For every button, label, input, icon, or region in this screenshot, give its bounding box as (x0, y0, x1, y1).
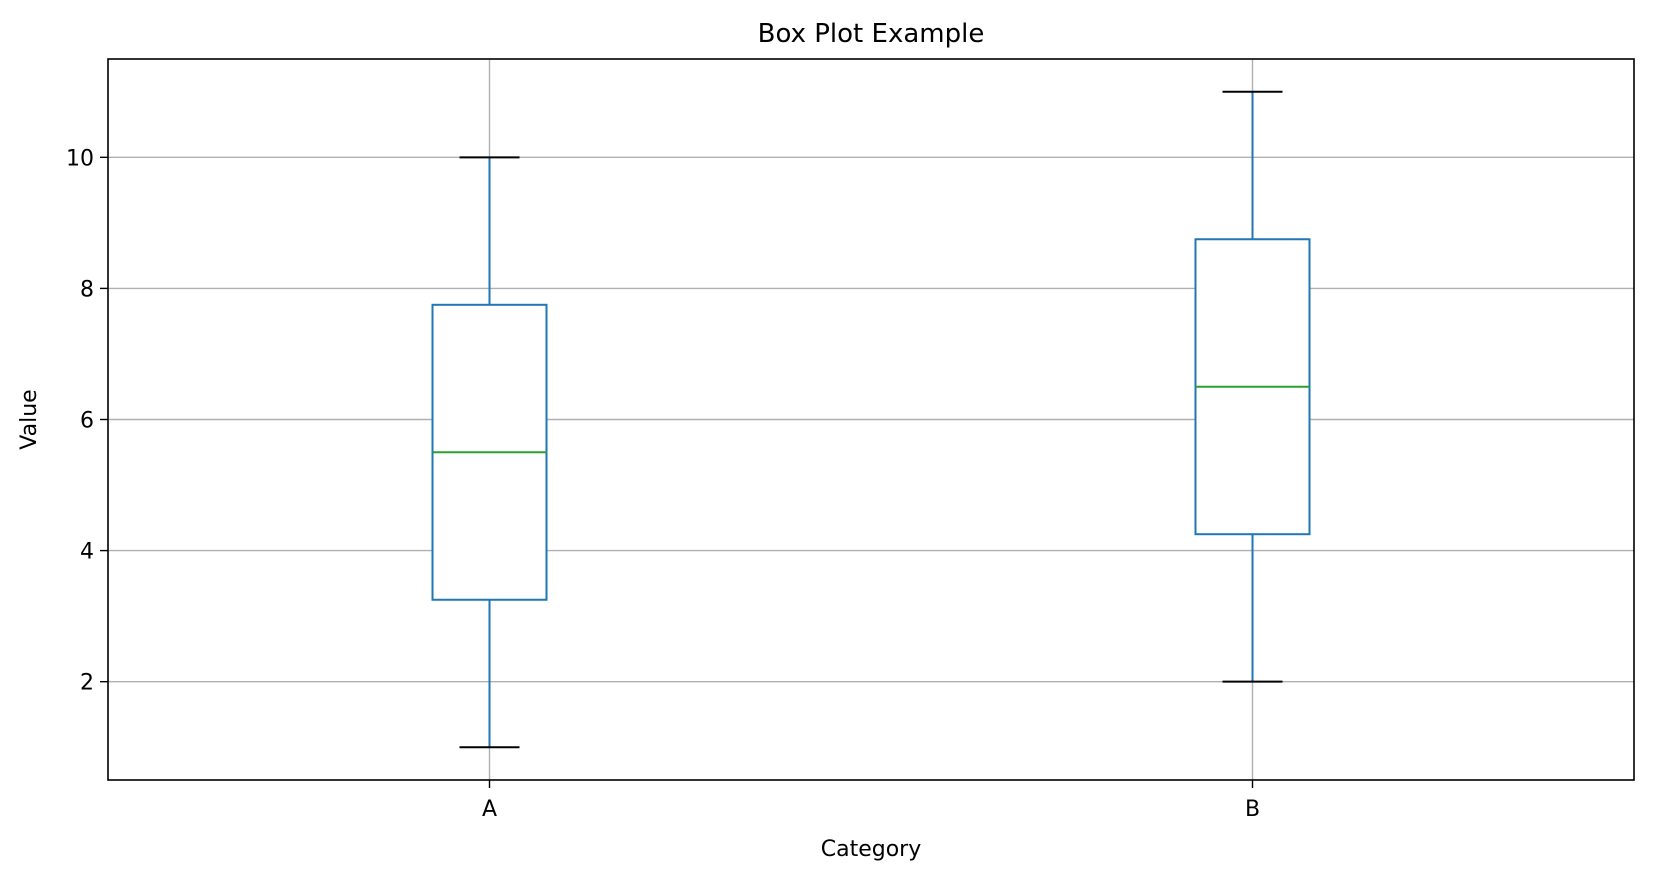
box-a (431, 156, 548, 749)
y-axis-label: Value (17, 389, 42, 449)
box-layer (431, 90, 1311, 749)
y-tick-label: 4 (80, 540, 94, 565)
box-b (1194, 90, 1311, 683)
y-tick-label: 10 (66, 146, 94, 171)
y-tick-label: 8 (80, 277, 94, 302)
chart-title: Box Plot Example (758, 19, 985, 49)
tick-layer: 2 4 6 8 10 A B (66, 146, 1260, 822)
x-tick-label-a: A (482, 797, 497, 822)
y-tick-label: 6 (80, 409, 94, 434)
grid-layer (108, 59, 1634, 780)
y-tick-label: 2 (80, 671, 94, 696)
x-tick-label-b: B (1245, 797, 1260, 822)
x-axis-label: Category (821, 837, 922, 862)
